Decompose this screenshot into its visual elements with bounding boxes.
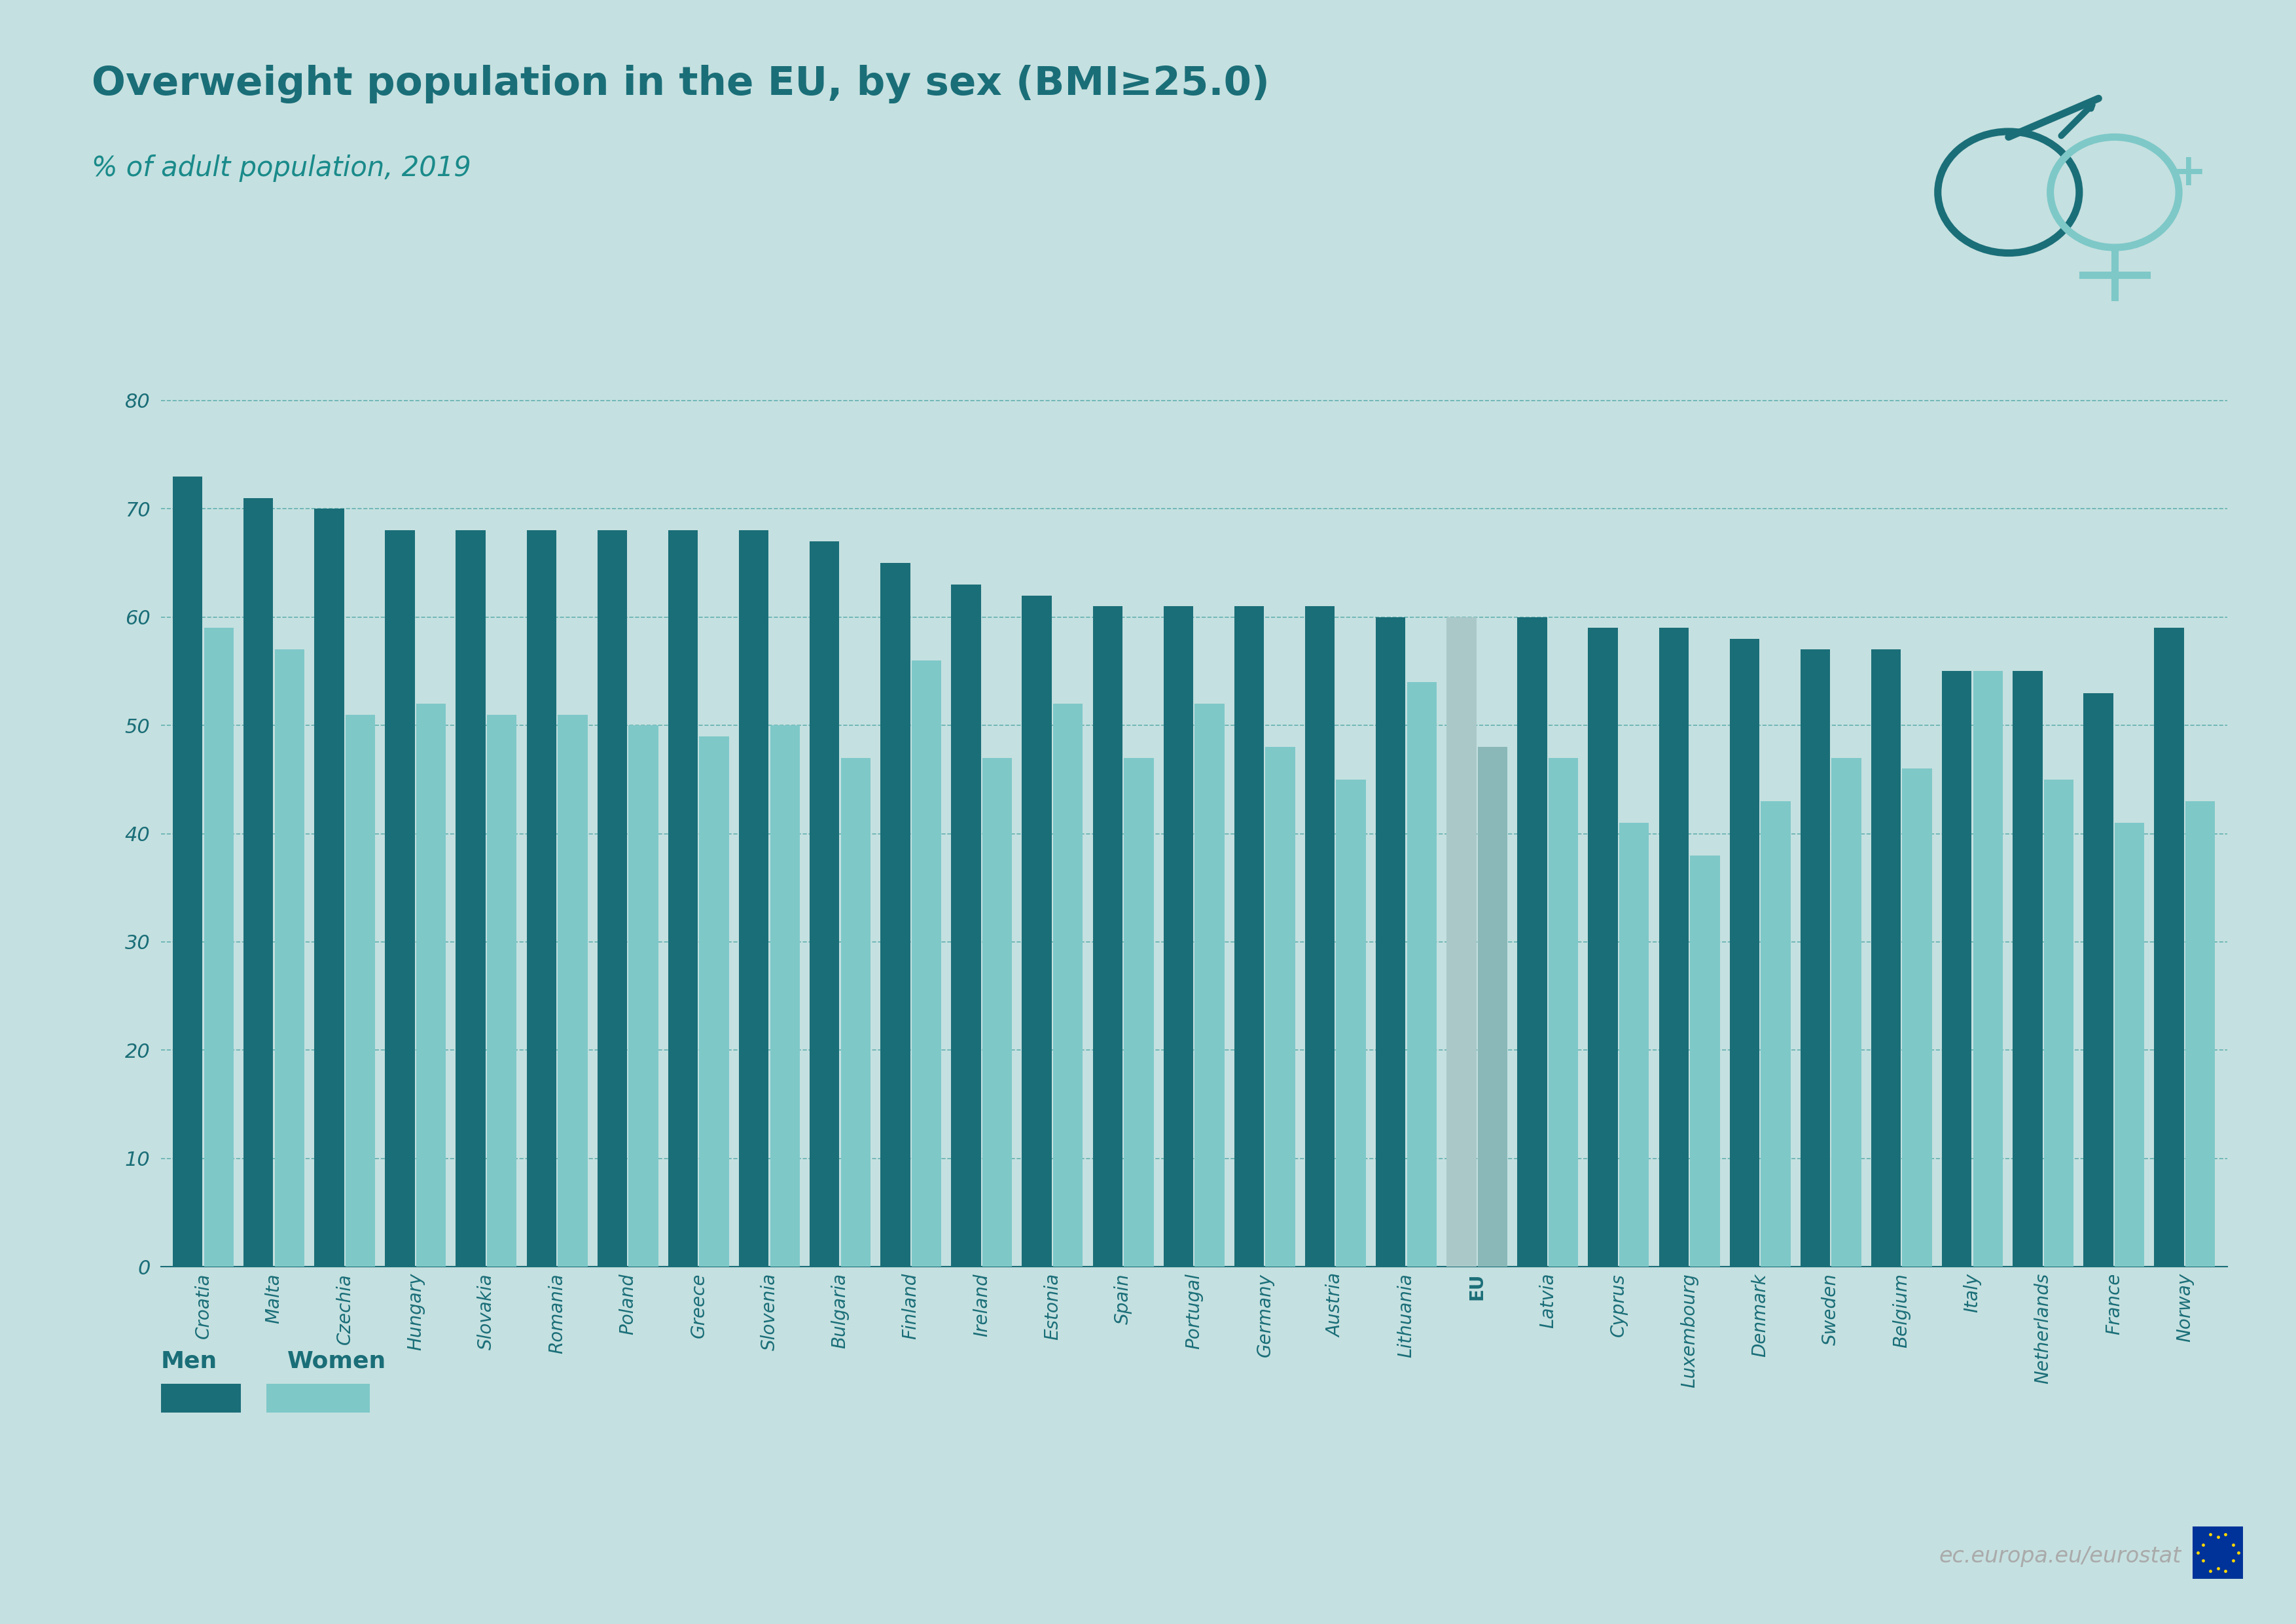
- Bar: [1375, 617, 1405, 1267]
- Bar: [983, 758, 1013, 1267]
- Bar: [597, 531, 627, 1267]
- Bar: [1304, 606, 1334, 1267]
- Bar: [1164, 606, 1194, 1267]
- Text: Overweight population in the EU, by sex (BMI≥25.0): Overweight population in the EU, by sex …: [92, 65, 1270, 104]
- Bar: [558, 715, 588, 1267]
- Bar: [1518, 617, 1548, 1267]
- Bar: [1407, 682, 1437, 1267]
- Bar: [840, 758, 870, 1267]
- Bar: [1022, 596, 1052, 1267]
- Bar: [276, 650, 305, 1267]
- Bar: [2014, 671, 2043, 1267]
- Bar: [1832, 758, 1862, 1267]
- Bar: [1336, 780, 1366, 1267]
- Bar: [1123, 758, 1153, 1267]
- Bar: [1093, 606, 1123, 1267]
- Bar: [416, 703, 445, 1267]
- Bar: [1479, 747, 1508, 1267]
- Bar: [1548, 758, 1577, 1267]
- Bar: [2115, 823, 2144, 1267]
- Bar: [344, 715, 374, 1267]
- Bar: [172, 476, 202, 1267]
- Bar: [629, 726, 659, 1267]
- Bar: [951, 585, 980, 1267]
- Bar: [1690, 856, 1720, 1267]
- Bar: [1658, 628, 1688, 1267]
- Bar: [1972, 671, 2002, 1267]
- Bar: [1800, 650, 1830, 1267]
- Bar: [1619, 823, 1649, 1267]
- Bar: [1194, 703, 1224, 1267]
- Bar: [1265, 747, 1295, 1267]
- Bar: [912, 661, 941, 1267]
- Bar: [2154, 628, 2183, 1267]
- Bar: [1729, 638, 1759, 1267]
- Bar: [1761, 801, 1791, 1267]
- Text: % of adult population, 2019: % of adult population, 2019: [92, 154, 471, 182]
- Bar: [487, 715, 517, 1267]
- Bar: [1903, 768, 1931, 1267]
- Text: +: +: [2170, 151, 2206, 195]
- Bar: [700, 736, 728, 1267]
- Bar: [457, 531, 484, 1267]
- Bar: [769, 726, 799, 1267]
- Bar: [243, 499, 273, 1267]
- Bar: [2043, 780, 2073, 1267]
- Bar: [1589, 628, 1619, 1267]
- Bar: [386, 531, 416, 1267]
- Bar: [2186, 801, 2216, 1267]
- Bar: [879, 564, 909, 1267]
- Bar: [1871, 650, 1901, 1267]
- Bar: [204, 628, 234, 1267]
- Bar: [526, 531, 556, 1267]
- Bar: [668, 531, 698, 1267]
- Bar: [1054, 703, 1084, 1267]
- Bar: [810, 541, 840, 1267]
- Bar: [1942, 671, 1972, 1267]
- Text: Women: Women: [287, 1350, 386, 1372]
- Bar: [1235, 606, 1265, 1267]
- Bar: [315, 508, 344, 1267]
- Bar: [2082, 693, 2112, 1267]
- Bar: [1446, 617, 1476, 1267]
- Bar: [739, 531, 769, 1267]
- Text: ec.europa.eu/eurostat: ec.europa.eu/eurostat: [1938, 1546, 2181, 1567]
- Text: Men: Men: [161, 1350, 218, 1372]
